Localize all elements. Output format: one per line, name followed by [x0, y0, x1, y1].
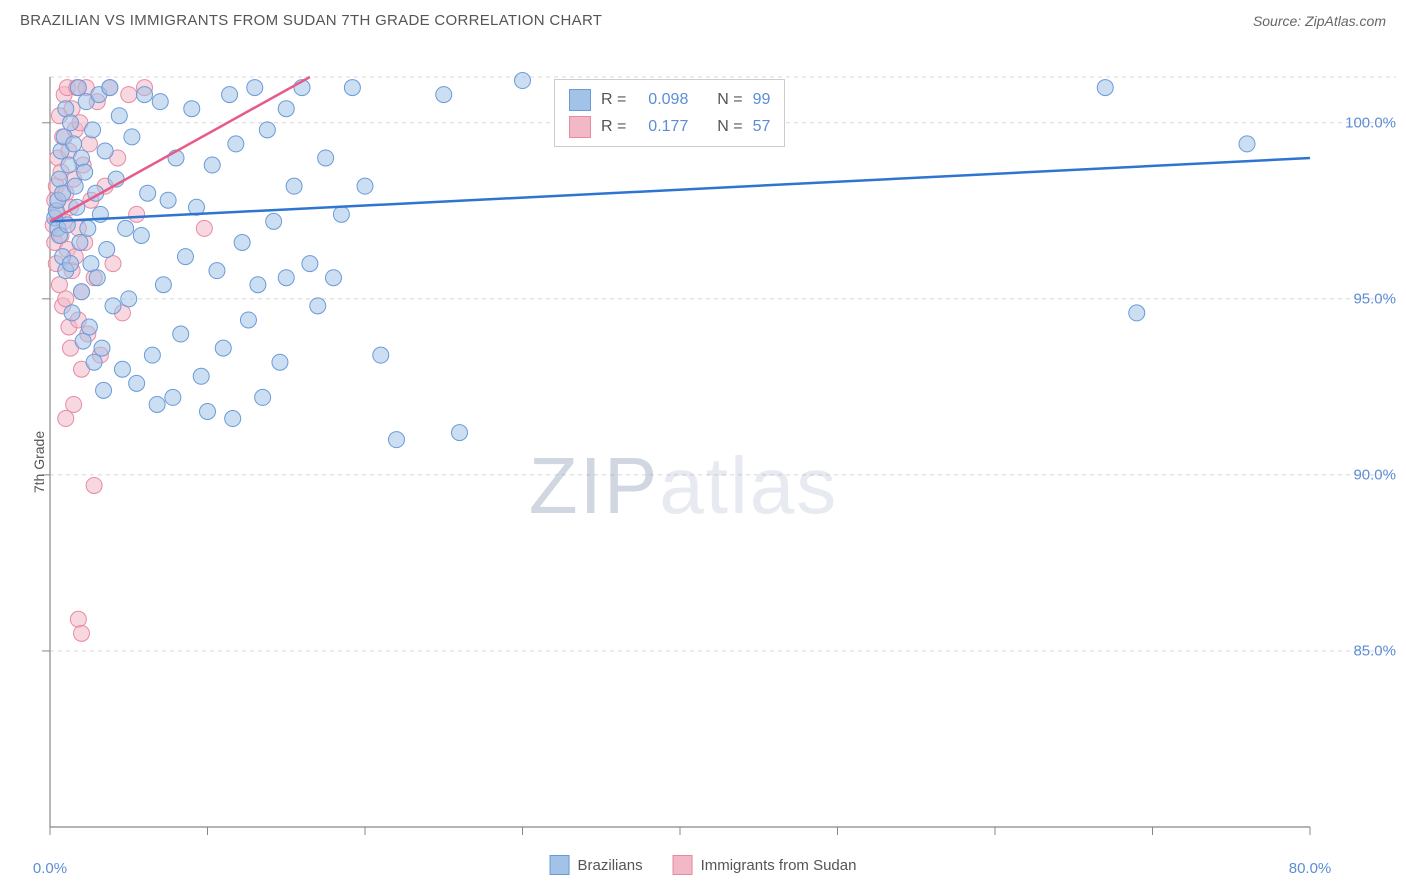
x-tick-label: 0.0% — [33, 860, 67, 877]
legend-label: Immigrants from Sudan — [701, 857, 857, 874]
stats-row: R = 0.177 N = 57 — [569, 113, 770, 140]
chart-title: BRAZILIAN VS IMMIGRANTS FROM SUDAN 7TH G… — [20, 12, 602, 29]
y-tick-label: 100.0% — [1345, 114, 1396, 131]
legend-label: Brazilians — [578, 857, 643, 874]
legend-swatch — [673, 855, 693, 875]
stats-row: R = 0.098 N = 99 — [569, 86, 770, 113]
legend-item: Brazilians — [550, 855, 643, 875]
y-tick-label: 90.0% — [1353, 466, 1396, 483]
legend-item: Immigrants from Sudan — [673, 855, 857, 875]
scatter-plot — [0, 37, 1406, 867]
y-tick-label: 85.0% — [1353, 642, 1396, 659]
bottom-legend: Brazilians Immigrants from Sudan — [550, 855, 857, 875]
chart-container: 7th Grade 85.0% 90.0% 95.0% 100.0% 0.0% 80.0… — [0, 37, 1406, 887]
source-label: Source: ZipAtlas.com — [1253, 13, 1386, 29]
stats-legend-box: R = 0.098 N = 99R = 0.177 N = 57 — [554, 79, 785, 147]
x-tick-label: 80.0% — [1289, 860, 1332, 877]
legend-swatch — [550, 855, 570, 875]
y-tick-label: 95.0% — [1353, 290, 1396, 307]
y-axis-label: 7th Grade — [31, 431, 47, 493]
legend-swatch — [569, 116, 591, 138]
legend-swatch — [569, 89, 591, 111]
